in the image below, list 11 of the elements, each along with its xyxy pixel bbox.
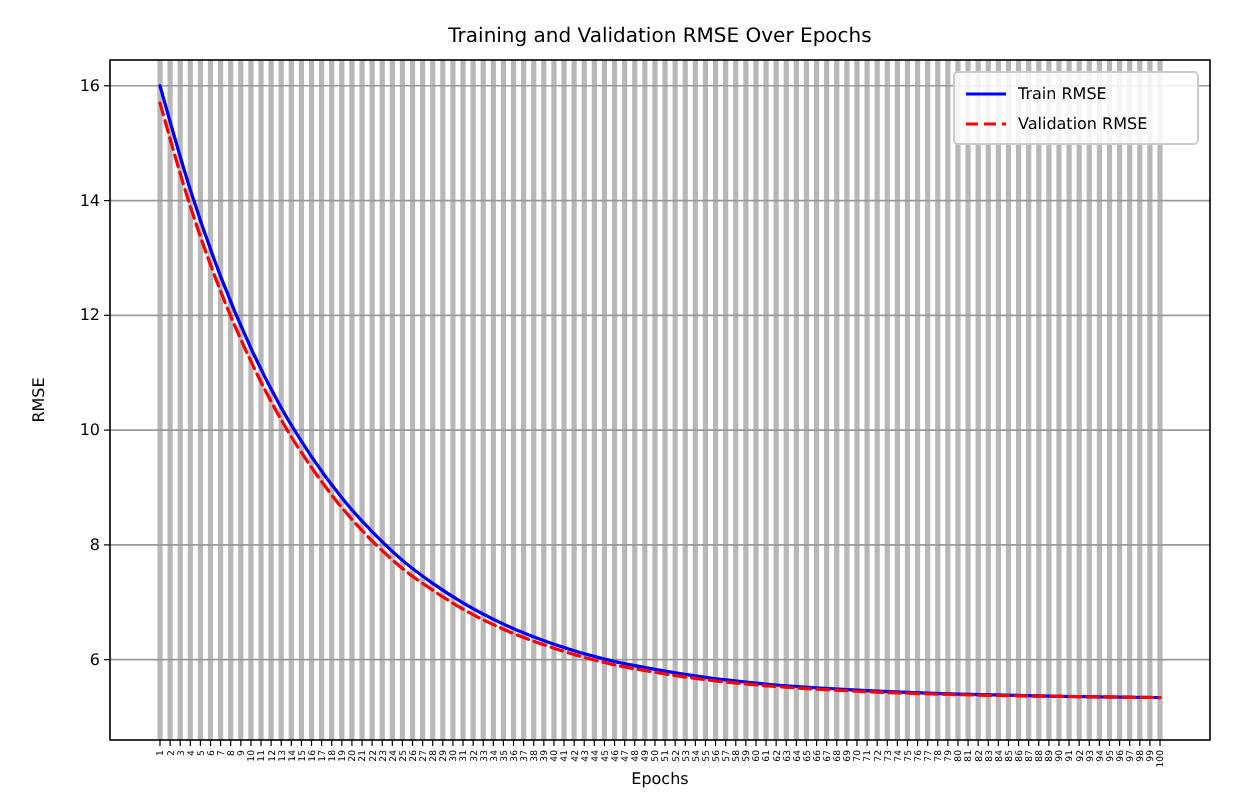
- chart-title: Training and Validation RMSE Over Epochs: [446, 26, 872, 48]
- y-tick-label: 10: [79, 421, 100, 440]
- y-axis-title: RMSE: [30, 377, 48, 423]
- y-tick-label: 6: [89, 650, 100, 669]
- x-axis-title: Epochs: [631, 770, 689, 788]
- y-tick-label: 8: [89, 536, 100, 555]
- legend-label: Validation RMSE: [1018, 115, 1148, 134]
- y-tick-label: 16: [79, 76, 100, 95]
- legend-label: Train RMSE: [1016, 85, 1107, 104]
- y-tick-label: 12: [79, 306, 100, 325]
- y-tick-label: 14: [79, 191, 100, 210]
